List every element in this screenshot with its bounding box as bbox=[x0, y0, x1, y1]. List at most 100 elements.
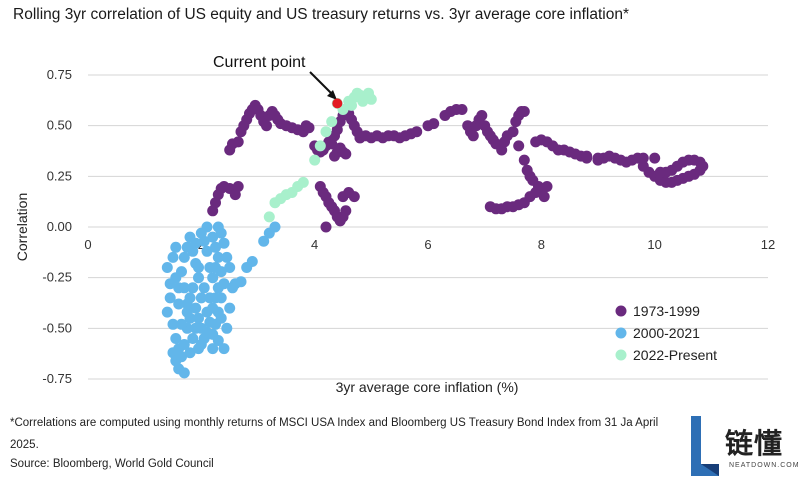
x-tick-label: 10 bbox=[647, 237, 661, 252]
scatter-point bbox=[476, 110, 488, 121]
y-tick-labels: 0.75 0.50 0.25 0.00 -0.25 -0.50 -0.75 bbox=[42, 67, 72, 386]
annotation-arrow bbox=[309, 71, 335, 97]
scatter-point bbox=[456, 104, 468, 115]
scatter-point bbox=[232, 181, 244, 192]
scatter-point bbox=[176, 318, 187, 330]
x-tick-label: 4 bbox=[311, 237, 318, 252]
legend-label: 2022-Present bbox=[633, 347, 717, 363]
scatter-point bbox=[518, 106, 530, 117]
scatter-point bbox=[507, 126, 519, 138]
scatter-point bbox=[224, 302, 236, 314]
y-tick-label: -0.25 bbox=[42, 270, 72, 285]
scatter-point bbox=[170, 241, 182, 253]
scatter-point bbox=[193, 272, 204, 284]
scatter-point bbox=[207, 343, 219, 355]
scatter-point bbox=[178, 367, 190, 379]
scatter-point bbox=[541, 181, 553, 192]
scatter-point bbox=[218, 278, 230, 290]
current-point-marker bbox=[332, 98, 343, 109]
scatter-point bbox=[170, 333, 182, 344]
legend-label: 2000-2021 bbox=[633, 325, 700, 341]
scatter-point bbox=[167, 318, 179, 330]
chart-area: 0.750.500.250.00-0.25-0.50-0.75 02468101… bbox=[14, 54, 775, 395]
scatter-point bbox=[581, 150, 593, 162]
scatter-point bbox=[518, 154, 530, 166]
scatter-point bbox=[363, 87, 374, 99]
chart-title: Rolling 3yr correlation of US equity and… bbox=[13, 6, 629, 23]
scatter-point bbox=[263, 211, 275, 223]
scatter-point bbox=[654, 166, 666, 178]
scatter-point bbox=[297, 176, 309, 188]
y-tick-label: -0.75 bbox=[42, 371, 72, 386]
scatter-point bbox=[320, 126, 332, 138]
watermark-logo: 链懂 NEATDOWN.COM bbox=[685, 412, 800, 484]
scatter-point bbox=[218, 237, 230, 249]
y-tick-label: 0.50 bbox=[47, 118, 72, 133]
watermark-l-icon bbox=[691, 416, 719, 476]
scatter-point bbox=[258, 235, 270, 247]
scatter-point bbox=[201, 306, 213, 318]
scatter-points bbox=[161, 87, 709, 379]
scatter-point bbox=[637, 152, 649, 164]
scatter-point bbox=[187, 333, 199, 344]
annotation: Current point bbox=[213, 54, 343, 109]
legend: 1973-1999 2000-2021 2022-Present bbox=[615, 303, 717, 363]
watermark-subtext: NEATDOWN.COM bbox=[729, 462, 800, 469]
scatter-point bbox=[173, 298, 185, 310]
scatter-point bbox=[161, 306, 173, 318]
scatter-point bbox=[428, 118, 440, 130]
scatter-point bbox=[224, 262, 236, 273]
scatter-point bbox=[533, 181, 544, 192]
annotation-label: Current point bbox=[213, 54, 306, 71]
scatter-point bbox=[351, 87, 363, 99]
scatter-point bbox=[538, 191, 550, 203]
scatter-point bbox=[218, 343, 230, 355]
scatter-point bbox=[212, 251, 224, 263]
scatter-point bbox=[232, 136, 244, 148]
scatter-point bbox=[210, 262, 221, 273]
scatter-point bbox=[309, 154, 321, 166]
scatter-point bbox=[190, 237, 202, 249]
scatter-point bbox=[201, 245, 213, 257]
scatter-point bbox=[513, 140, 525, 152]
scatter-point bbox=[184, 292, 196, 304]
x-tick-label: 8 bbox=[538, 237, 545, 252]
scatter-point bbox=[592, 152, 604, 164]
scatter-point bbox=[411, 126, 423, 138]
scatter-point bbox=[207, 272, 219, 284]
scatter-point bbox=[210, 241, 221, 253]
scatter-point bbox=[164, 278, 176, 290]
scatter-point bbox=[246, 256, 258, 267]
scatter-point bbox=[178, 251, 190, 263]
scatter-point bbox=[212, 221, 224, 233]
x-tick-label: 6 bbox=[424, 237, 431, 252]
y-tick-label: -0.50 bbox=[42, 320, 72, 335]
scatter-point bbox=[176, 351, 187, 363]
scatter-point bbox=[303, 122, 315, 134]
scatter-point bbox=[348, 191, 360, 203]
scatter-point bbox=[649, 152, 661, 164]
scatter-point bbox=[193, 312, 204, 324]
scatter-point bbox=[212, 335, 224, 346]
y-tick-label: 0.75 bbox=[47, 67, 72, 82]
scatter-point bbox=[195, 292, 207, 304]
legend-marker bbox=[615, 349, 627, 361]
scatter-point bbox=[269, 221, 281, 233]
legend-marker bbox=[615, 305, 627, 317]
scatter-point bbox=[215, 312, 227, 324]
scatter-point bbox=[340, 205, 352, 217]
legend-label: 1973-1999 bbox=[633, 303, 700, 319]
scatter-point bbox=[346, 99, 357, 111]
y-tick-label: 0.25 bbox=[47, 168, 72, 183]
scatter-point bbox=[187, 282, 199, 294]
scatter-point bbox=[261, 120, 272, 132]
scatter-point bbox=[167, 251, 179, 263]
scatter-point bbox=[326, 116, 338, 128]
scatter-point bbox=[221, 251, 233, 263]
scatter-point bbox=[195, 339, 207, 350]
footnote: *Correlations are computed using monthly… bbox=[10, 417, 659, 451]
annotation-arrow-head bbox=[327, 90, 337, 100]
y-axis-title: Correlation bbox=[14, 193, 30, 261]
scatter-point bbox=[178, 339, 190, 350]
scatter-point bbox=[207, 231, 219, 243]
